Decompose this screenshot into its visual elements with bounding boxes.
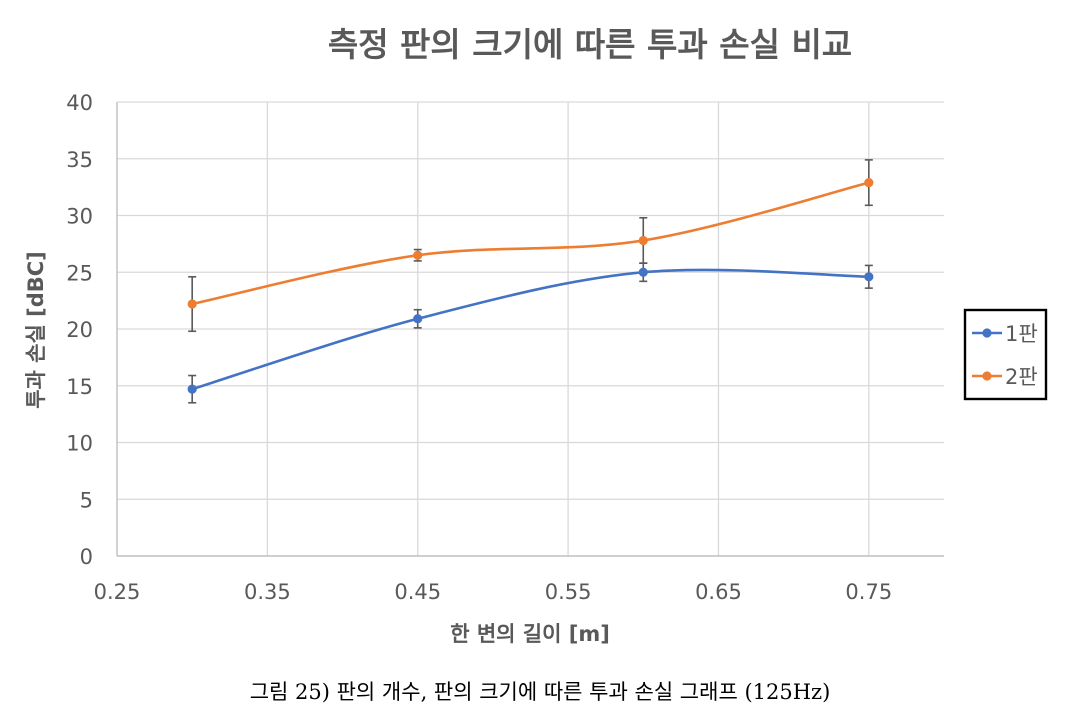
series-2 [187, 159, 874, 333]
legend-label: 2판 [1005, 365, 1038, 389]
grid [117, 101, 944, 556]
y-tick-label: 0 [80, 545, 93, 569]
y-tick-label: 5 [80, 488, 93, 512]
x-tick-label: 0.65 [695, 580, 742, 604]
data-point [864, 272, 874, 282]
y-tick-labels: 0 5 10 15 20 25 30 35 40 [66, 91, 93, 569]
y-tick-label: 35 [66, 148, 93, 172]
data-point [187, 384, 197, 394]
data-point [413, 314, 423, 324]
legend-label: 1판 [1005, 322, 1038, 346]
x-tick-label: 0.45 [394, 580, 441, 604]
series-group [187, 159, 874, 404]
series-line [191, 181, 870, 306]
series-1 [187, 262, 874, 404]
legend-item: 2판 [972, 365, 1038, 389]
data-point [638, 267, 648, 277]
data-point [413, 250, 423, 260]
x-axis-label: 한 변의 길이 [m] [450, 622, 610, 646]
y-tick-label: 15 [66, 375, 93, 399]
data-point [638, 235, 648, 246]
y-tick-label: 20 [66, 318, 93, 342]
axes [116, 102, 944, 557]
data-point [864, 177, 874, 188]
series-line [191, 268, 869, 391]
legend-marker [982, 371, 992, 381]
chart: 측정 판의 크기에 따른 투과 손실 비교 0 5 10 15 20 25 30 35 40 0… [24, 25, 1048, 646]
x-tick-label: 0.35 [244, 580, 291, 604]
y-tick-label: 30 [66, 205, 93, 229]
y-tick-label: 25 [66, 261, 93, 285]
y-tick-label: 40 [66, 91, 93, 115]
legend-box [963, 308, 1048, 401]
chart-title: 측정 판의 크기에 따른 투과 손실 비교 [328, 25, 852, 64]
x-tick-label: 0.75 [845, 580, 892, 604]
y-tick-label: 10 [66, 432, 93, 456]
legend-item: 1판 [972, 322, 1038, 346]
data-point [187, 299, 197, 309]
figure-caption: 그림 25) 판의 개수, 판의 크기에 따른 투과 손실 그래프 (125Hz… [249, 680, 831, 704]
y-axis-label: 투과 손실 [dBC] [24, 251, 48, 409]
x-tick-label: 0.55 [545, 580, 592, 604]
x-tick-label: 0.25 [94, 580, 141, 604]
legend-marker [982, 328, 992, 338]
x-tick-labels: 0.25 0.35 0.45 0.55 0.65 0.75 [94, 580, 893, 604]
legend: 1판 2판 [963, 308, 1048, 401]
